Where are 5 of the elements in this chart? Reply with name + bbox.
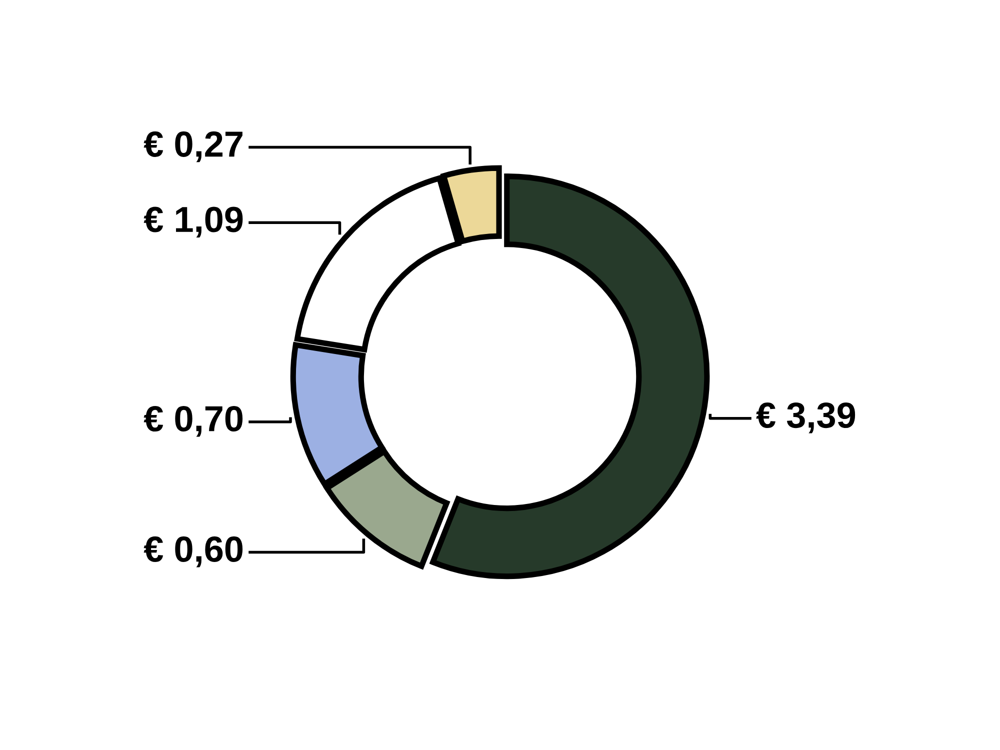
- data-label: € 0,70: [144, 406, 243, 437]
- data-label: € 0,60: [144, 536, 243, 568]
- data-label: € 3,39: [756, 402, 856, 434]
- data-label: € 1,09: [144, 206, 243, 238]
- data-label: € 0,27: [144, 131, 242, 162]
